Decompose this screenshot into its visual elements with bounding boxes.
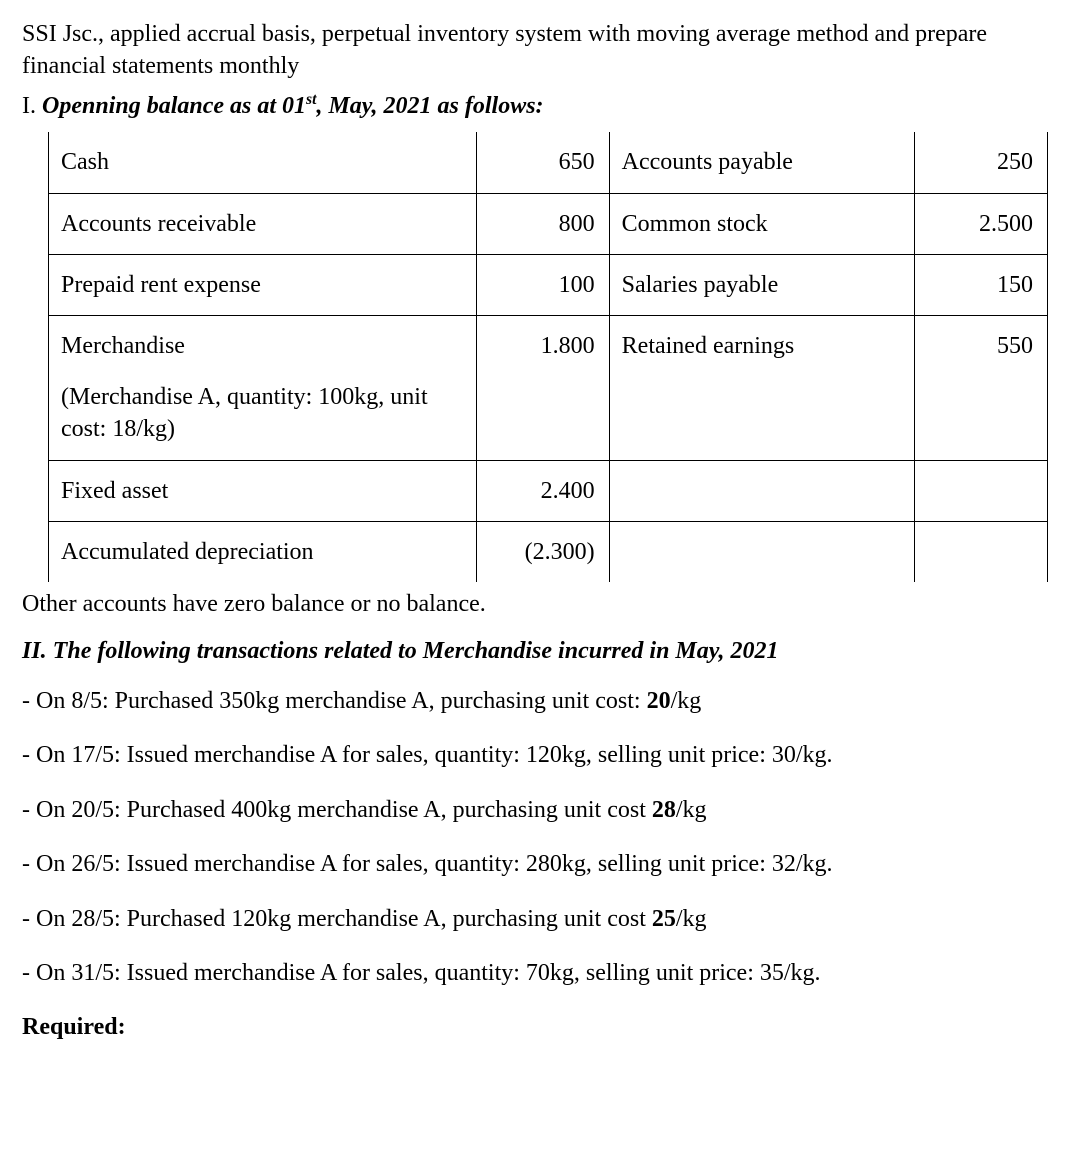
cell-label: Fixed asset: [49, 460, 477, 521]
cell-label: Retained earnings: [609, 316, 915, 460]
tx5-b: 25: [652, 906, 676, 932]
intro-text: SSI Jsc., applied accrual basis, perpetu…: [22, 18, 1058, 83]
cell-value: 250: [915, 132, 1048, 193]
page: SSI Jsc., applied accrual basis, perpetu…: [0, 0, 1080, 1084]
cell-label: Accounts receivable: [49, 193, 477, 254]
transaction-2: - On 17/5: Issued merchandise A for sale…: [22, 739, 1058, 771]
tx3-a: - On 20/5: Purchased 400kg merchandise A…: [22, 797, 652, 823]
tx1-a: - On 8/5: Purchased 350kg merchandise A,…: [22, 688, 647, 714]
section1-title-pre: Openning balance as at 01: [42, 93, 306, 119]
cell-label: Cash: [49, 132, 477, 193]
cell-value: (2.300): [477, 521, 610, 582]
table-row: Prepaid rent expense 100 Salaries payabl…: [49, 254, 1048, 315]
after-table-note: Other accounts have zero balance or no b…: [22, 588, 1058, 620]
tx1-c: /kg: [671, 688, 702, 714]
tx5-c: /kg: [676, 906, 707, 932]
cell-value: [915, 521, 1048, 582]
cell-label: Accounts payable: [609, 132, 915, 193]
merch-sub: (Merchandise A, quantity: 100kg, unit co…: [61, 381, 464, 446]
cell-value: 150: [915, 254, 1048, 315]
cell-value: 100: [477, 254, 610, 315]
cell-value: 1.800: [477, 316, 610, 460]
transaction-1: - On 8/5: Purchased 350kg merchandise A,…: [22, 685, 1058, 717]
section1-title-post: , May, 2021 as follows:: [316, 93, 543, 119]
table-row: Accumulated depreciation (2.300): [49, 521, 1048, 582]
opening-balance-table: Cash 650 Accounts payable 250 Accounts r…: [48, 132, 1048, 582]
transaction-5: - On 28/5: Purchased 120kg merchandise A…: [22, 903, 1058, 935]
cell-value: 650: [477, 132, 610, 193]
section1-heading: I. Openning balance as at 01st, May, 202…: [22, 89, 1058, 122]
cell-label: [609, 460, 915, 521]
table-row: Accounts receivable 800 Common stock 2.5…: [49, 193, 1048, 254]
cell-value: 550: [915, 316, 1048, 460]
tx3-b: 28: [652, 797, 676, 823]
cell-label: [609, 521, 915, 582]
table-row: Fixed asset 2.400: [49, 460, 1048, 521]
cell-label: Salaries payable: [609, 254, 915, 315]
cell-label: Accumulated depreciation: [49, 521, 477, 582]
cell-label: Prepaid rent expense: [49, 254, 477, 315]
section1-roman: I.: [22, 93, 42, 119]
cell-value: [915, 460, 1048, 521]
transaction-6: - On 31/5: Issued merchandise A for sale…: [22, 957, 1058, 989]
tx3-c: /kg: [676, 797, 707, 823]
cell-label-merchandise: Merchandise (Merchandise A, quantity: 10…: [49, 316, 477, 460]
cell-value: 2.400: [477, 460, 610, 521]
section1-title: Openning balance as at 01st, May, 2021 a…: [42, 93, 544, 119]
table-row: Merchandise (Merchandise A, quantity: 10…: [49, 316, 1048, 460]
cell-label: Common stock: [609, 193, 915, 254]
transaction-4: - On 26/5: Issued merchandise A for sale…: [22, 848, 1058, 880]
tx5-a: - On 28/5: Purchased 120kg merchandise A…: [22, 906, 652, 932]
required-heading: Required:: [22, 1011, 1058, 1043]
transaction-3: - On 20/5: Purchased 400kg merchandise A…: [22, 794, 1058, 826]
section2-heading: II. The following transactions related t…: [22, 635, 1058, 667]
table-row: Cash 650 Accounts payable 250: [49, 132, 1048, 193]
section1-title-sup: st: [306, 91, 316, 108]
merch-main: Merchandise: [61, 330, 464, 362]
tx1-b: 20: [647, 688, 671, 714]
cell-value: 800: [477, 193, 610, 254]
cell-value: 2.500: [915, 193, 1048, 254]
